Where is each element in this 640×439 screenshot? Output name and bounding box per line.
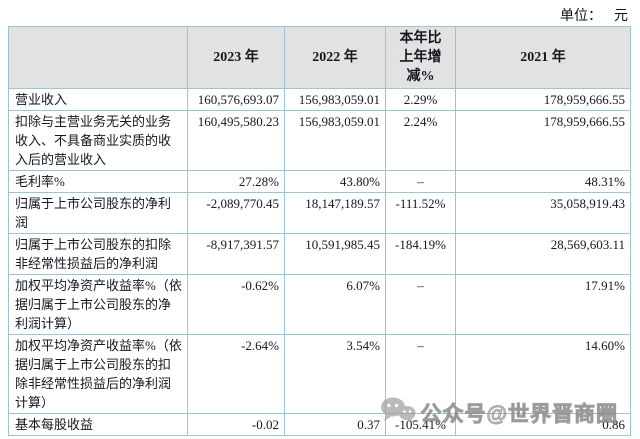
cell-change: – <box>385 170 456 193</box>
row-label: 毛利率% <box>8 170 188 193</box>
row-label: 加权平均净资产收益率%（依据归属于上市公司股东的净利润计算） <box>8 274 188 335</box>
cell-2021: 14.60% <box>455 334 631 414</box>
cell-change: 2.29% <box>385 88 456 111</box>
cell-change: -111.52% <box>385 192 456 234</box>
cell-2021: 28,569,603.11 <box>455 233 631 275</box>
table-row-basic-eps: 基本每股收益 -0.02 0.37 -105.41% 0.86 <box>8 413 631 436</box>
table-row-weighted-roe: 加权平均净资产收益率%（依据归属于上市公司股东的净利润计算） -0.62% 6.… <box>8 274 631 335</box>
cell-2023: -0.02 <box>187 413 285 436</box>
cell-2021: 178,959,666.55 <box>455 88 631 111</box>
header-row: 2023 年 2022 年 本年比上年增减% 2021 年 <box>8 26 631 89</box>
cell-2022: 43.80% <box>284 170 386 193</box>
cell-2023: 27.28% <box>187 170 285 193</box>
table-row-net-profit: 归属于上市公司股东的净利润 -2,089,770.45 18,147,189.5… <box>8 192 631 234</box>
cell-2023: -8,917,391.57 <box>187 233 285 275</box>
cell-2022: 156,983,059.01 <box>284 88 386 111</box>
cell-2021: 178,959,666.55 <box>455 110 631 171</box>
cell-2023: 160,576,693.07 <box>187 88 285 111</box>
cell-2022: 6.07% <box>284 274 386 335</box>
cell-change: -105.41% <box>385 413 456 436</box>
cell-change: -184.19% <box>385 233 456 275</box>
cell-2021: 0.86 <box>455 413 631 436</box>
row-label: 扣除与主营业务无关的业务收入、不具备商业实质的收入后的营业收入 <box>8 110 188 171</box>
cell-2023: -0.62% <box>187 274 285 335</box>
cell-2021: 48.31% <box>455 170 631 193</box>
table-row-revenue: 营业收入 160,576,693.07 156,983,059.01 2.29%… <box>8 88 631 111</box>
row-label: 营业收入 <box>8 88 188 111</box>
cell-change: – <box>385 334 456 414</box>
header-indicator <box>8 26 188 89</box>
table-row-weighted-roe-excl-nonrecurring: 加权平均净资产收益率%（依据归属于上市公司股东的扣除非经常性损益后的净利润计算）… <box>8 334 631 414</box>
header-2021: 2021 年 <box>455 26 631 89</box>
cell-change: – <box>385 274 456 335</box>
cell-2023: 160,495,580.23 <box>187 110 285 171</box>
cell-2022: 156,983,059.01 <box>284 110 386 171</box>
unit-value: 元 <box>614 9 628 24</box>
cell-change: 2.24% <box>385 110 456 171</box>
financial-indicators-table: 2023 年 2022 年 本年比上年增减% 2021 年 营业收入 160,5… <box>8 26 631 436</box>
cell-2023: -2.64% <box>187 334 285 414</box>
cell-2022: 18,147,189.57 <box>284 192 386 234</box>
cell-2021: 35,058,919.43 <box>455 192 631 234</box>
cell-2021: 17.91% <box>455 274 631 335</box>
row-label: 归属于上市公司股东的净利润 <box>8 192 188 234</box>
row-label: 归属于上市公司股东的扣除非经常性损益后的净利润 <box>8 233 188 275</box>
cell-2022: 10,591,985.45 <box>284 233 386 275</box>
header-change: 本年比上年增减% <box>385 26 456 89</box>
row-label: 基本每股收益 <box>8 413 188 436</box>
table-row-net-profit-excl-nonrecurring: 归属于上市公司股东的扣除非经常性损益后的净利润 -8,917,391.57 10… <box>8 233 631 275</box>
header-2022: 2022 年 <box>284 26 386 89</box>
header-2023: 2023 年 <box>187 26 285 89</box>
unit-note: 单位： 元 <box>560 5 628 25</box>
row-label: 加权平均净资产收益率%（依据归属于上市公司股东的扣除非经常性损益后的净利润计算） <box>8 334 188 414</box>
cell-2022: 0.37 <box>284 413 386 436</box>
unit-label: 单位： <box>560 9 602 24</box>
cell-2022: 3.54% <box>284 334 386 414</box>
table-row-adjusted-revenue: 扣除与主营业务无关的业务收入、不具备商业实质的收入后的营业收入 160,495,… <box>8 110 631 171</box>
cell-2023: -2,089,770.45 <box>187 192 285 234</box>
table-row-gross-margin: 毛利率% 27.28% 43.80% – 48.31% <box>8 170 631 193</box>
